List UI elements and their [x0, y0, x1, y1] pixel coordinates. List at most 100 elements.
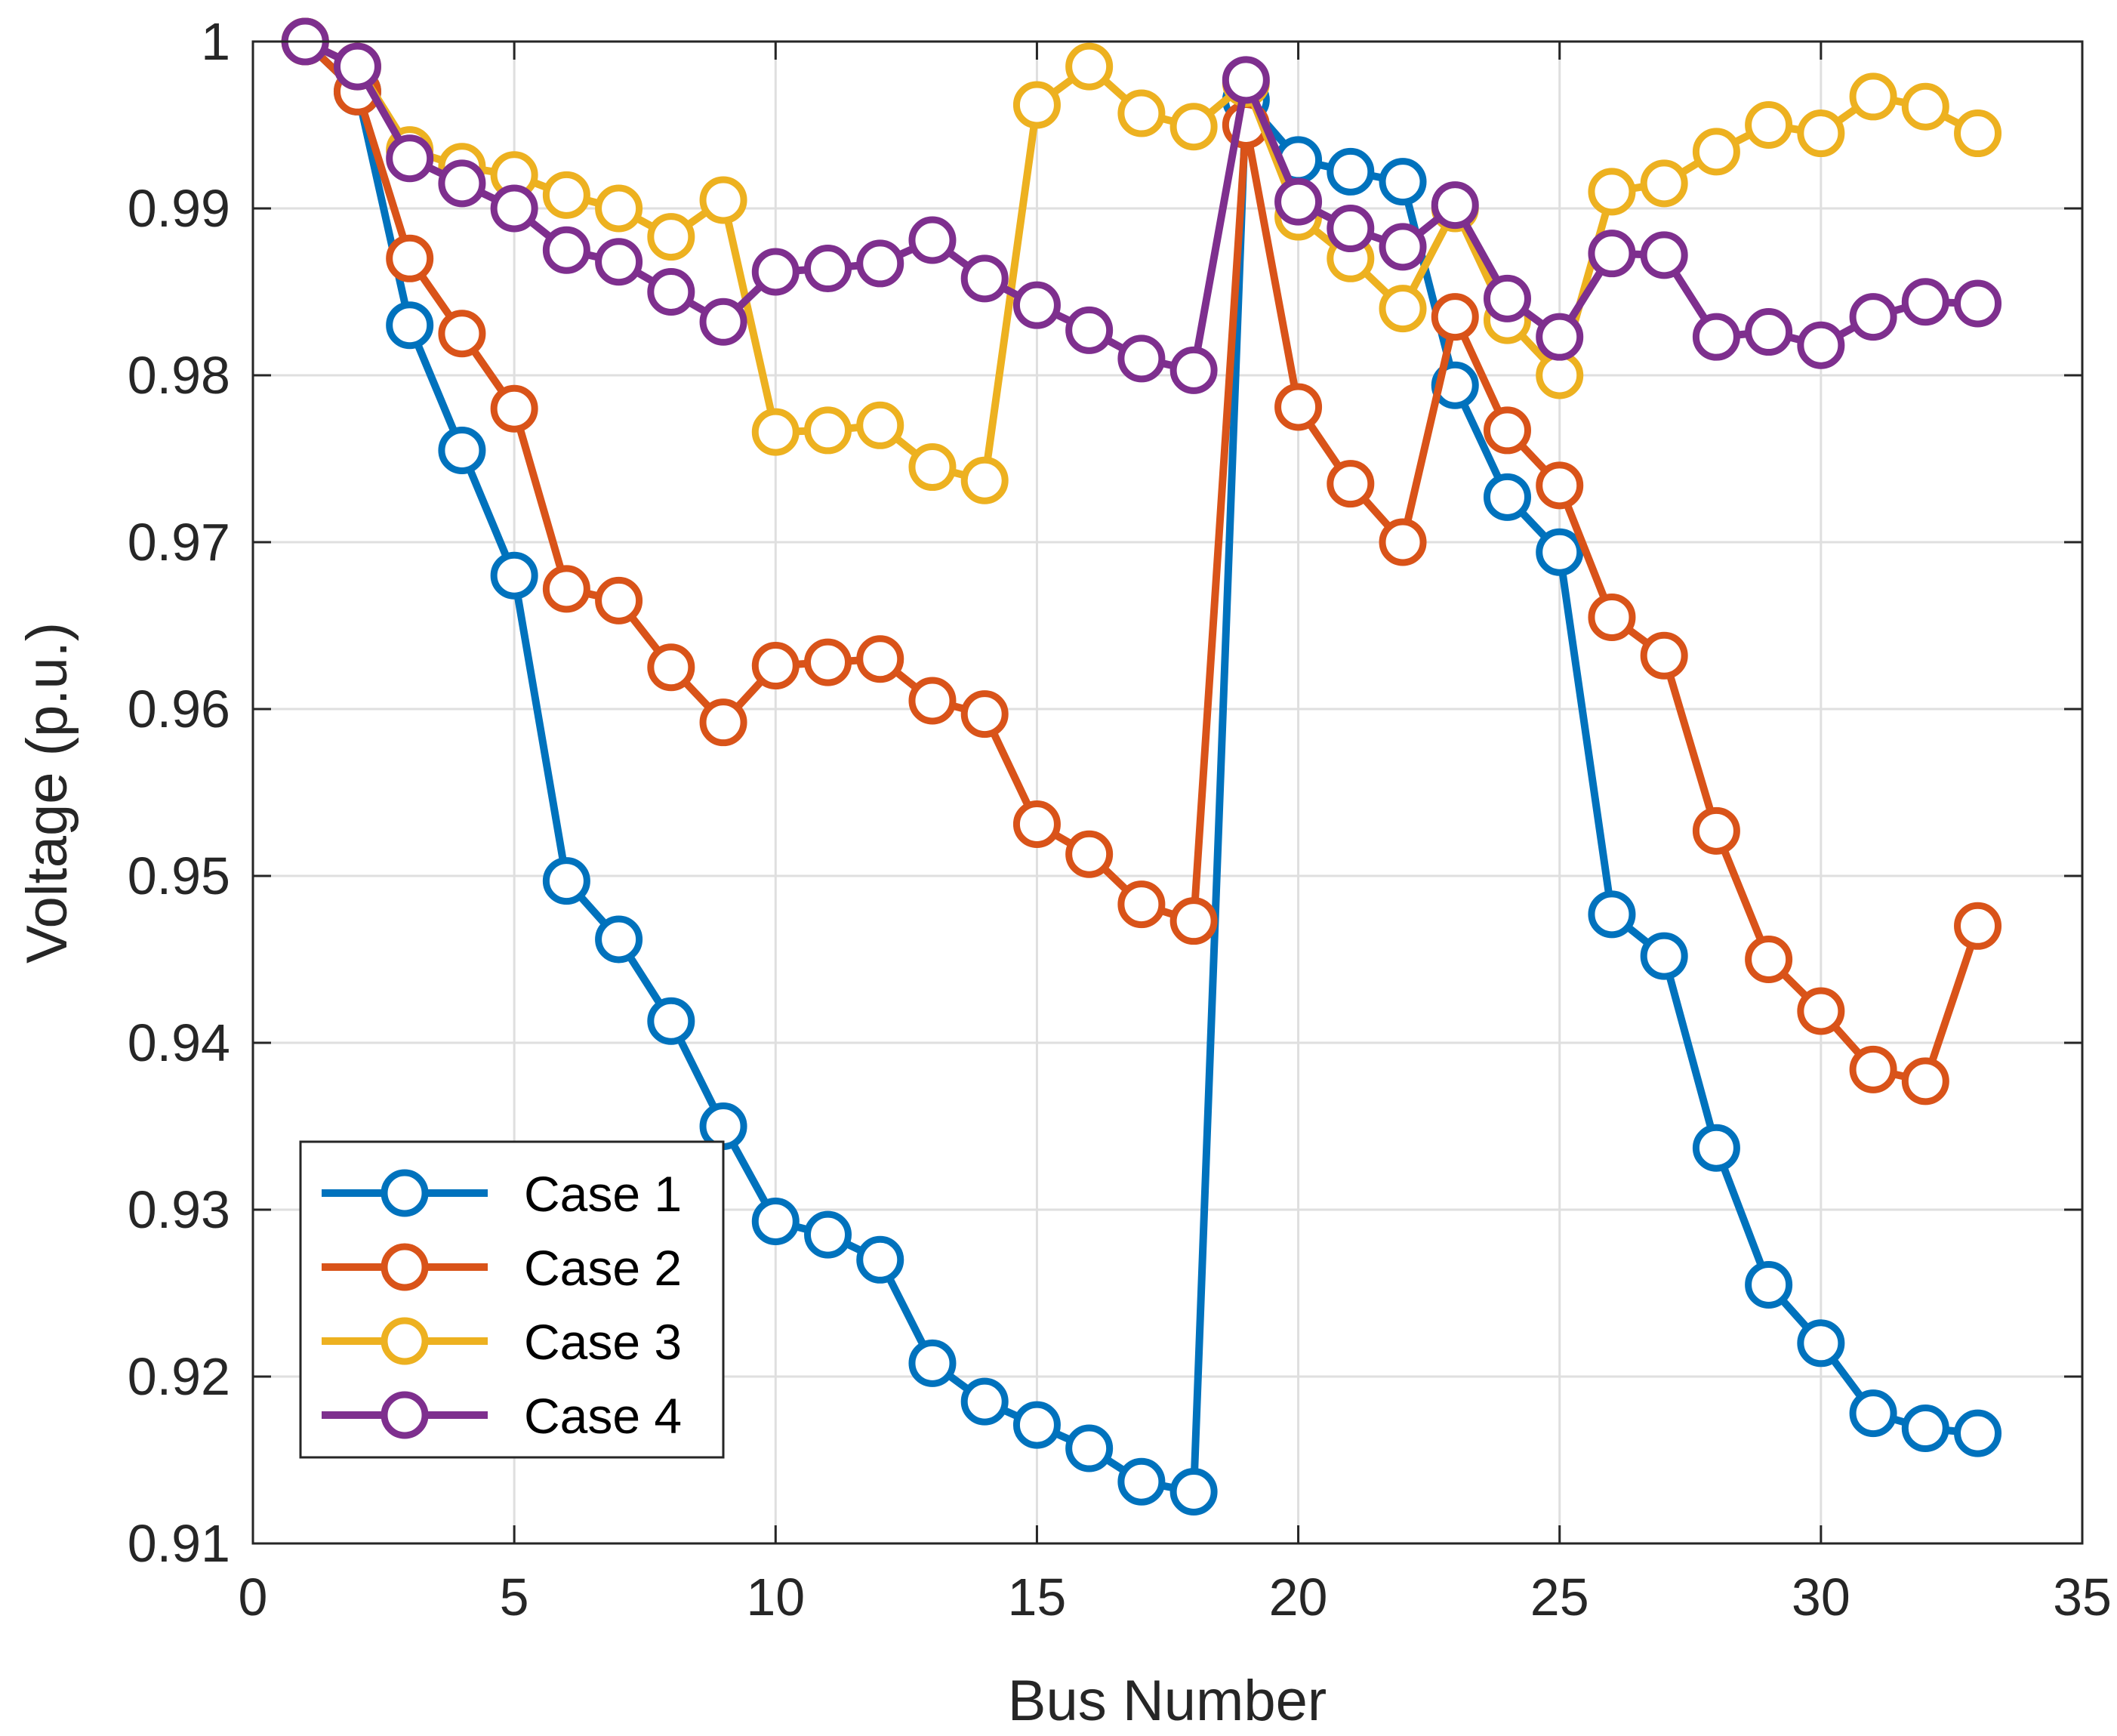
data-point	[1588, 230, 1636, 278]
legend-item: Case 4	[322, 1388, 682, 1444]
data-point	[960, 254, 1009, 303]
data-point	[1901, 1405, 1949, 1453]
x-tick-label: 0	[239, 1568, 268, 1627]
series-case-2	[281, 17, 2002, 1105]
data-point	[1222, 56, 1270, 104]
data-point	[1797, 109, 1845, 158]
data-point	[1117, 880, 1166, 929]
data-point	[1169, 103, 1218, 151]
data-point	[595, 915, 643, 964]
x-tick-label: 10	[746, 1568, 805, 1627]
data-point	[1954, 902, 2002, 950]
data-point	[804, 406, 852, 455]
data-point	[1849, 1045, 1897, 1093]
data-point	[856, 401, 904, 449]
legend: Case 1 Case 2 Case 3 Case 4	[299, 1140, 725, 1459]
data-point	[1849, 72, 1897, 121]
data-point	[856, 1235, 904, 1284]
data-point	[1431, 293, 1479, 341]
data-point	[908, 443, 957, 492]
data-point	[1431, 181, 1479, 230]
x-tick-label: 20	[1269, 1568, 1328, 1627]
data-point	[804, 638, 852, 686]
data-point	[1954, 1409, 2002, 1457]
data-point	[960, 456, 1009, 504]
data-point	[1745, 936, 1793, 983]
data-point	[333, 42, 381, 91]
y-tick-label: 0.97	[128, 513, 230, 572]
y-tick-label: 0.92	[128, 1347, 230, 1406]
data-point	[1745, 1260, 1793, 1309]
x-tick-label: 25	[1530, 1568, 1589, 1627]
legend-marker	[381, 1169, 429, 1217]
data-point	[1274, 177, 1323, 226]
data-point	[699, 298, 747, 346]
series-case-4	[281, 17, 2002, 394]
legend-label: Case 3	[524, 1314, 682, 1370]
legend-item: Case 2	[322, 1240, 682, 1296]
data-point	[1274, 383, 1323, 431]
data-point	[1117, 1457, 1166, 1506]
y-tick-label: 0.95	[128, 846, 230, 905]
data-point	[1640, 932, 1688, 980]
data-point	[1169, 346, 1218, 394]
data-point	[1849, 293, 1897, 341]
data-point	[1012, 1401, 1061, 1449]
data-point	[490, 384, 538, 433]
data-point	[1797, 987, 1845, 1035]
data-point	[751, 408, 800, 456]
data-point	[1797, 321, 1845, 369]
y-tick-label: 0.99	[128, 179, 230, 238]
data-point	[1117, 335, 1166, 383]
data-point	[386, 301, 434, 350]
data-point	[960, 1377, 1009, 1426]
data-point	[908, 1339, 957, 1387]
data-point	[542, 857, 590, 905]
data-point	[1640, 231, 1688, 279]
data-point	[1588, 593, 1636, 641]
tick-labels: 0 5 10 15 20 25 30 35 0.91 0.92 0.93 0.94 0.95 0.96 0.…	[128, 12, 2112, 1627]
data-point	[1745, 101, 1793, 149]
data-point	[1849, 1389, 1897, 1438]
legend-label: Case 2	[524, 1240, 682, 1296]
data-point	[1692, 128, 1740, 176]
data-point	[908, 216, 957, 264]
data-point	[1012, 81, 1061, 129]
data-point	[1379, 518, 1427, 566]
data-point	[804, 1210, 852, 1259]
data-point	[751, 1197, 800, 1245]
data-point	[386, 234, 434, 282]
data-point	[1692, 313, 1740, 361]
data-point	[751, 642, 800, 690]
data-point	[856, 635, 904, 683]
data-point	[699, 176, 747, 224]
y-tick-label: 0.94	[128, 1013, 230, 1072]
data-point	[751, 248, 800, 296]
data-point	[1692, 1124, 1740, 1172]
data-point	[438, 159, 486, 208]
data-point	[856, 239, 904, 288]
legend-marker	[381, 1317, 429, 1365]
legend-item: Case 1	[322, 1166, 682, 1222]
data-point	[1588, 168, 1636, 216]
x-tick-label: 30	[1792, 1568, 1850, 1627]
data-point	[542, 171, 590, 219]
data-point	[386, 134, 434, 183]
data-point	[1640, 631, 1688, 680]
data-point	[1640, 159, 1688, 208]
y-axis-label: Voltage (p.u.)	[15, 622, 79, 964]
data-point	[1536, 528, 1584, 576]
legend-marker	[381, 1243, 429, 1291]
data-point	[438, 426, 486, 474]
data-point	[647, 213, 695, 261]
y-tick-label: 0.96	[128, 680, 230, 738]
data-point	[647, 643, 695, 692]
data-point	[595, 576, 643, 624]
data-point	[1379, 223, 1427, 271]
legend-item: Case 3	[322, 1314, 682, 1370]
data-point	[595, 184, 643, 233]
data-point	[647, 268, 695, 316]
y-tick-label: 0.93	[128, 1180, 230, 1239]
data-point	[1117, 89, 1166, 137]
